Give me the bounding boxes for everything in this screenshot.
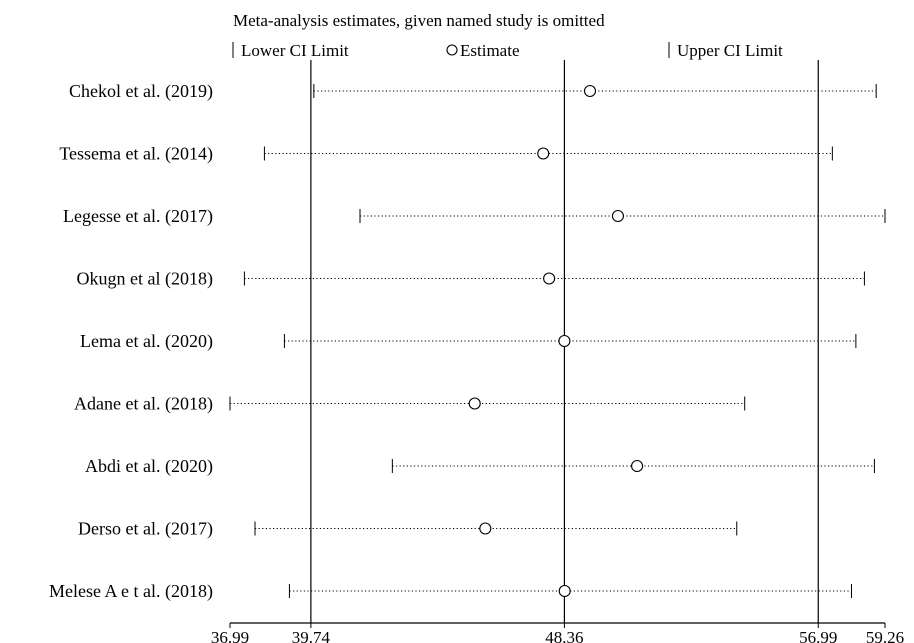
study-label: Derso et al. (2017) <box>78 519 213 540</box>
study-row: Lema et al. (2020) <box>80 331 857 352</box>
study-row: Adane et al. (2018) <box>74 394 746 415</box>
legend-estimate-marker <box>446 44 458 56</box>
study-label: Lema et al. (2020) <box>80 331 213 352</box>
legend-label: Upper CI Limit <box>677 41 783 60</box>
estimate-marker <box>558 334 571 348</box>
x-tick-label: 59.26 <box>866 628 904 643</box>
x-tick-label: 36.99 <box>211 628 249 643</box>
x-tick-label: 56.99 <box>799 628 837 643</box>
study-label: Abdi et al. (2020) <box>85 456 213 477</box>
estimate-marker <box>479 522 492 535</box>
x-axis: 36.99 39.74 48.36 56.99 59.26 <box>211 622 904 643</box>
legend-upper-ci: Upper CI Limit <box>668 41 783 60</box>
study-label: Okugn et al (2018) <box>77 269 213 290</box>
study-row: Legesse et al. (2017) <box>63 206 886 227</box>
study-label: Chekol et al. (2019) <box>69 81 213 102</box>
estimate-marker <box>631 459 644 473</box>
legend-label: Lower CI Limit <box>241 41 349 60</box>
estimate-marker <box>543 272 556 285</box>
estimate-marker <box>583 84 597 98</box>
estimate-marker <box>558 584 571 598</box>
study-label: Tessema et al. (2014) <box>59 144 213 165</box>
study-label: Legesse et al. (2017) <box>63 206 213 227</box>
x-tick-label: 48.36 <box>545 628 583 643</box>
x-tick-label: 39.74 <box>292 628 331 643</box>
study-label: Melese A e t al. (2018) <box>49 581 213 602</box>
legend-lower-ci: Lower CI Limit <box>232 41 349 60</box>
estimate-marker <box>611 209 624 223</box>
study-row: Derso et al. (2017) <box>78 519 738 540</box>
study-rows: Chekol et al. (2019) Tessema et al. (2014… <box>49 81 886 602</box>
study-label: Adane et al. (2018) <box>74 394 213 415</box>
study-row: Abdi et al. (2020) <box>85 456 875 477</box>
study-row: Chekol et al. (2019) <box>69 81 877 102</box>
study-row: Tessema et al. (2014) <box>59 144 833 165</box>
chart-title: Meta-analysis estimates, given named stu… <box>233 11 605 30</box>
legend: Lower CI Limit Estimate Upper CI Limit <box>232 41 783 60</box>
study-row: Melese A e t al. (2018) <box>49 581 852 602</box>
study-row: Okugn et al (2018) <box>77 269 865 290</box>
estimate-marker <box>537 147 550 160</box>
legend-label: Estimate <box>460 41 519 60</box>
estimate-marker <box>468 397 481 410</box>
legend-estimate: Estimate <box>446 41 519 60</box>
